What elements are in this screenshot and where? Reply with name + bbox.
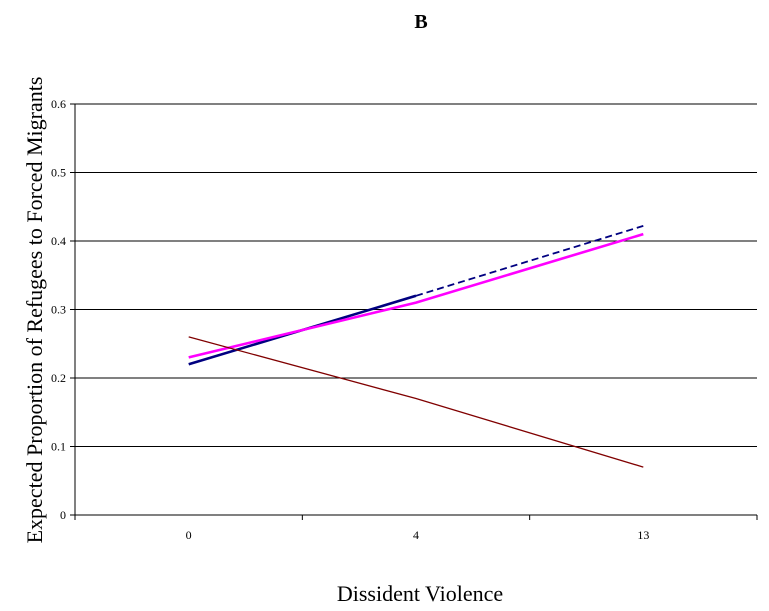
- y-tick-label: 0.6: [51, 97, 66, 111]
- chart-title: B: [414, 11, 427, 33]
- series-line-2: [415, 225, 644, 297]
- x-tick-label: 13: [637, 528, 649, 542]
- y-tick-label: 0: [60, 508, 66, 522]
- axes: [70, 103, 758, 520]
- y-tick-label: 0.4: [51, 234, 66, 248]
- y-axis-label: Expected Proportion of Refugees to Force…: [22, 77, 47, 544]
- gridlines: [75, 103, 757, 447]
- y-tick-label: 0.5: [51, 166, 66, 180]
- x-tick-label: 4: [413, 528, 419, 542]
- y-tick-label: 0.1: [51, 440, 66, 454]
- series-line-4: [188, 336, 644, 468]
- x-tick-label: 0: [186, 528, 192, 542]
- series-line-3: [188, 232, 644, 359]
- y-tick-label: 0.2: [51, 371, 66, 385]
- y-tick-label: 0.3: [51, 303, 66, 317]
- series-lines: [188, 225, 644, 468]
- x-axis-label: Dissident Violence: [337, 581, 503, 606]
- tick-labels: 0 0.1 0.2 0.3 0.4 0.5 0.6 0 4 13: [51, 97, 649, 542]
